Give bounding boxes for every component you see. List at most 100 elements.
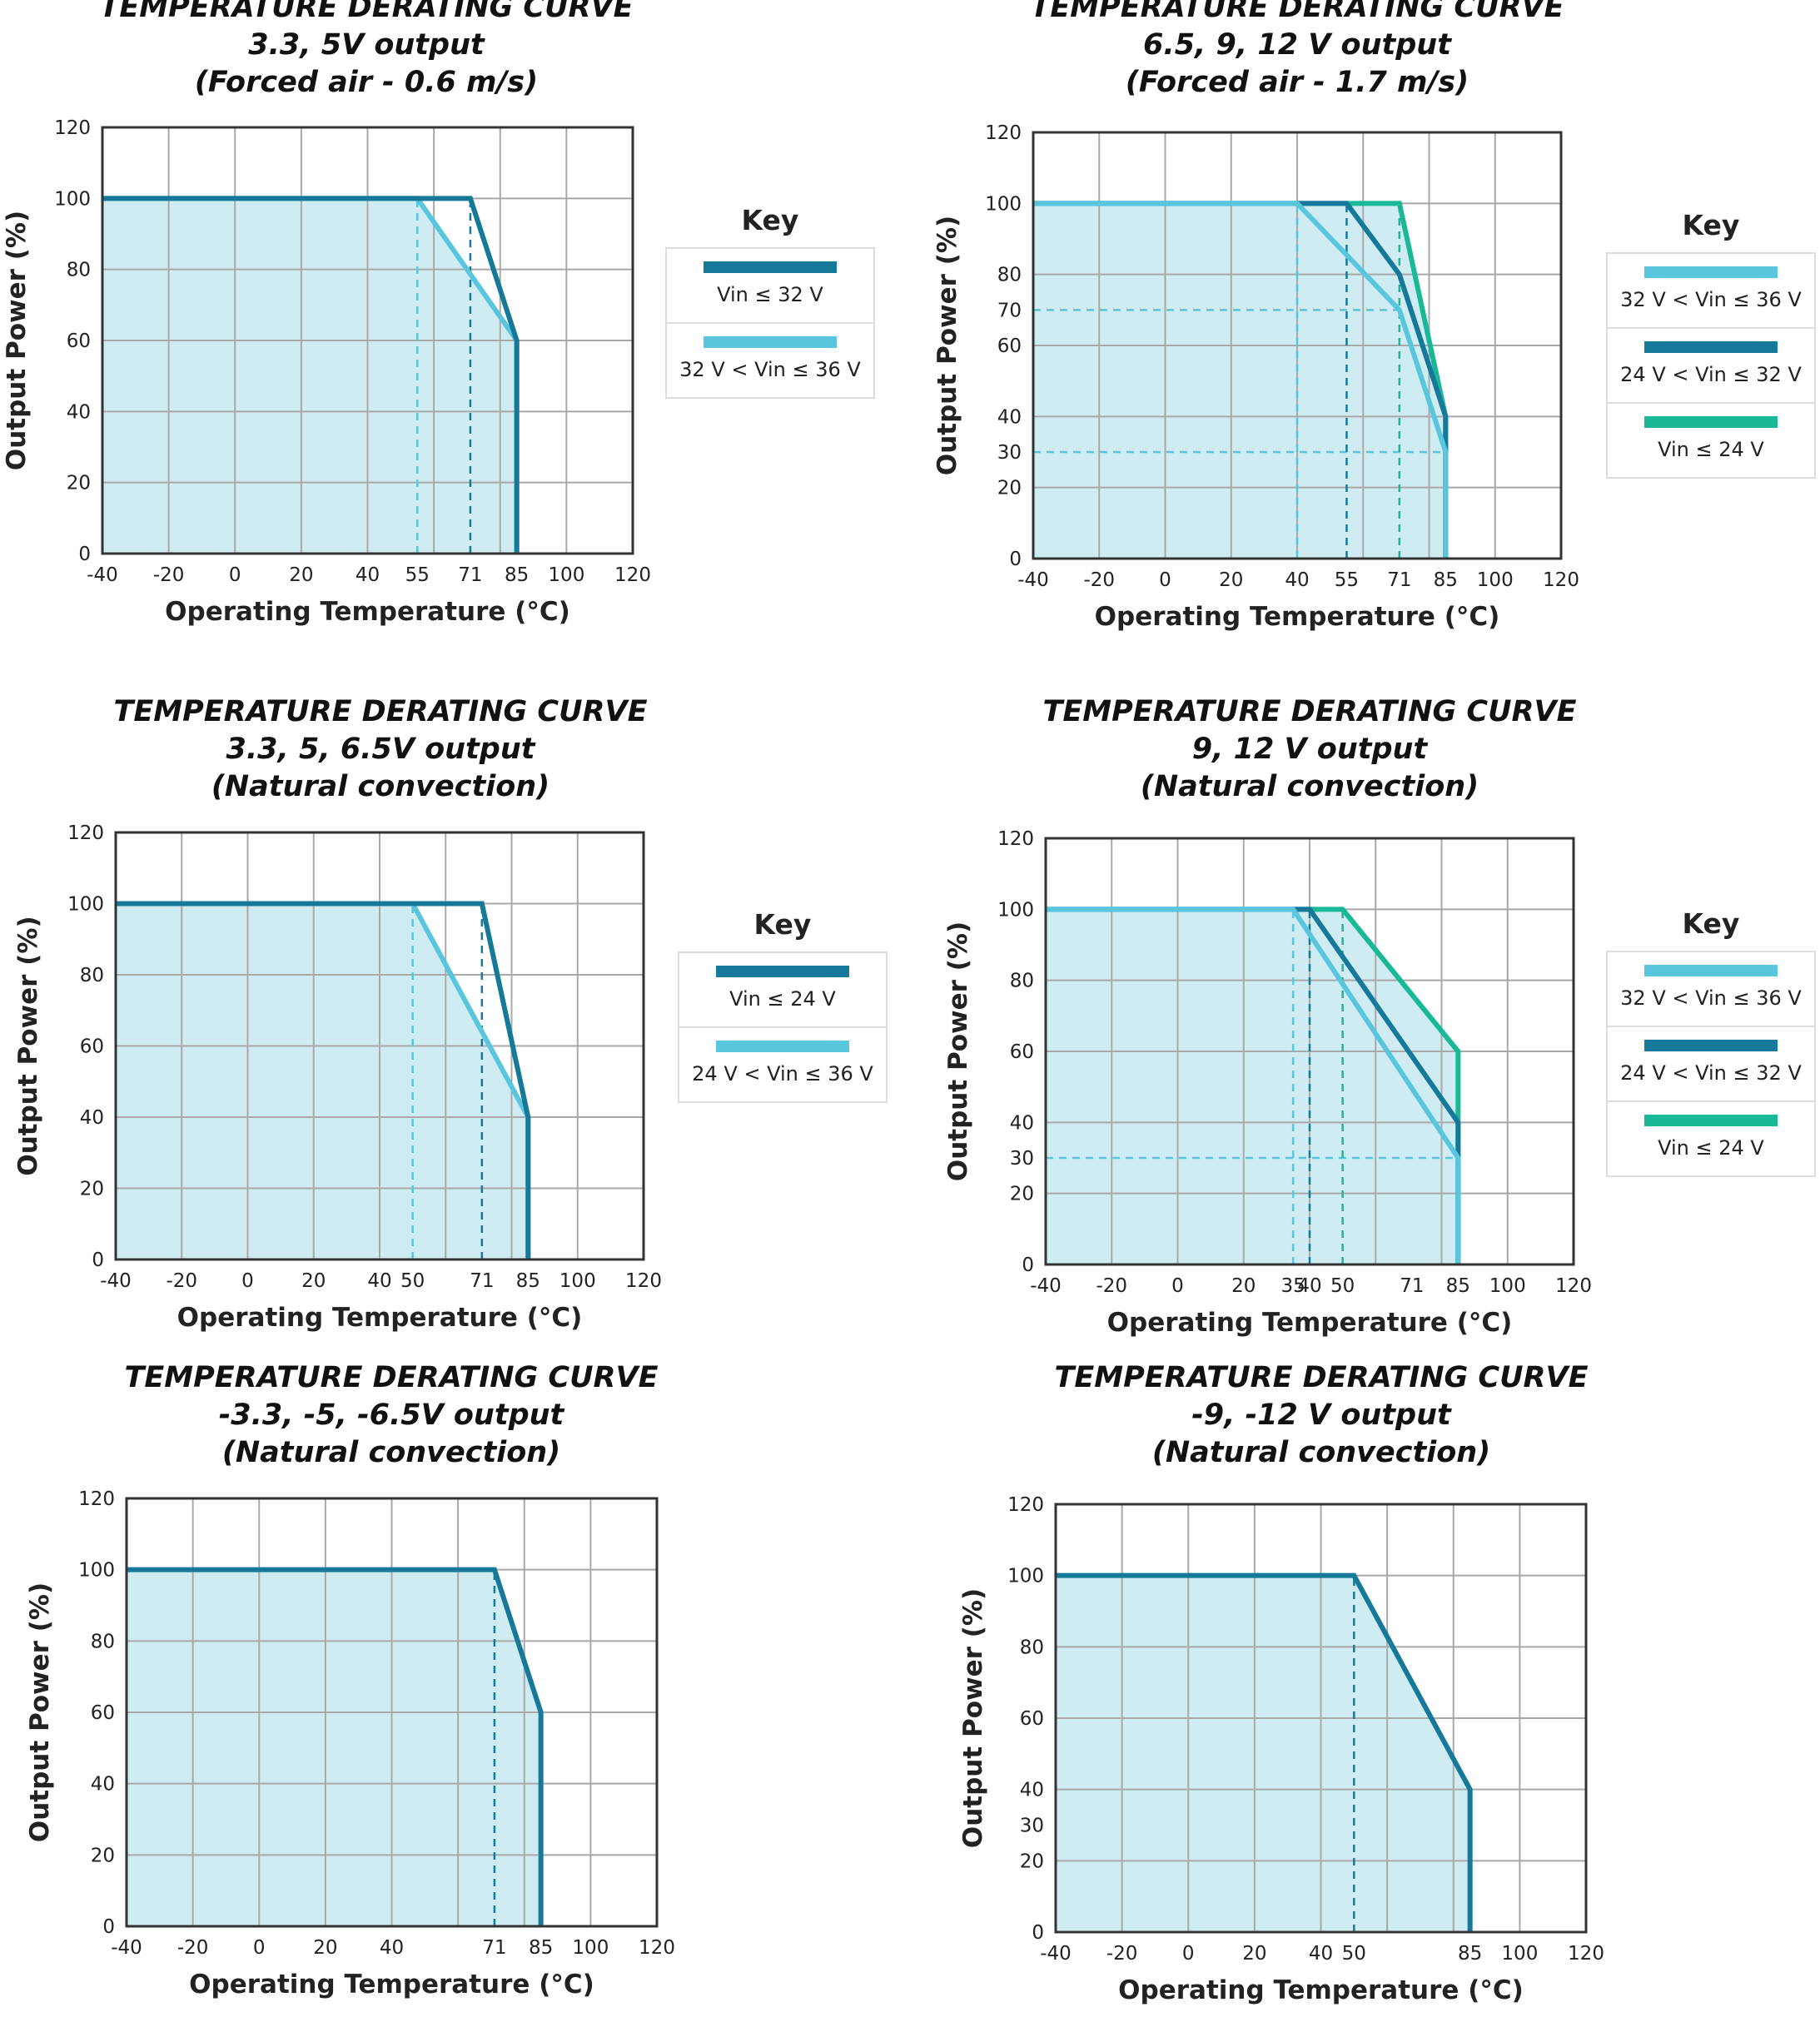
legend: Key 32 V < Vin ≤ 36 V 24 V < Vin ≤ 32 V Vin… bbox=[1606, 907, 1816, 1177]
x-tick-label: 100 bbox=[559, 1270, 596, 1292]
legend-label: Vin ≤ 24 V bbox=[1658, 438, 1764, 461]
chart-title-line: (Forced air - 1.7 m/s) bbox=[1126, 66, 1469, 99]
y-tick-label: 30 bbox=[1010, 1148, 1034, 1170]
y-tick-label: 80 bbox=[997, 265, 1022, 286]
y-tick-label: 60 bbox=[91, 1702, 115, 1724]
y-tick-label: 0 bbox=[78, 544, 91, 565]
x-tick-label: -40 bbox=[1030, 1275, 1062, 1297]
x-tick-label: 100 bbox=[1501, 1943, 1538, 1965]
x-tick-label: -20 bbox=[1106, 1943, 1138, 1965]
y-tick-label: 30 bbox=[997, 442, 1022, 464]
x-tick-label: -40 bbox=[87, 564, 118, 586]
legend-swatch bbox=[716, 1041, 849, 1052]
x-tick-label: 120 bbox=[1543, 569, 1579, 591]
chart-title-line: (Natural convection) bbox=[211, 770, 549, 803]
area-fill bbox=[127, 1569, 541, 1926]
y-tick-label: 100 bbox=[54, 188, 91, 210]
x-tick-label: 40 bbox=[356, 564, 380, 586]
legend-title: Key bbox=[742, 204, 799, 236]
y-tick-label: 40 bbox=[80, 1107, 104, 1129]
legend-box bbox=[1606, 951, 1816, 1177]
chart-title-line: TEMPERATURE DERATING CURVE bbox=[1042, 695, 1576, 728]
x-tick-label: 100 bbox=[1489, 1275, 1526, 1297]
y-tick-label: 40 bbox=[1020, 1780, 1044, 1801]
x-axis-label: Operating Temperature (°C) bbox=[189, 1970, 594, 2000]
x-tick-label: 0 bbox=[229, 564, 241, 586]
legend-label: 32 V < Vin ≤ 36 V bbox=[1620, 986, 1802, 1010]
y-tick-label: 100 bbox=[67, 894, 104, 916]
legend-title: Key bbox=[1683, 209, 1740, 241]
y-tick-label: 100 bbox=[1007, 1566, 1044, 1587]
x-tick-label: 0 bbox=[253, 1937, 266, 1959]
y-tick-label: 0 bbox=[1009, 549, 1022, 570]
chart-title-line: TEMPERATURE DERATING CURVE bbox=[1054, 1361, 1588, 1394]
plot-frame bbox=[1032, 131, 1563, 560]
x-tick-label: 20 bbox=[301, 1270, 326, 1292]
legend-title: Key bbox=[754, 908, 812, 941]
y-tick-label: 120 bbox=[1007, 1494, 1044, 1516]
y-tick-label: 120 bbox=[985, 122, 1022, 144]
y-axis-label: Output Power (%) bbox=[13, 916, 43, 1175]
plot-frame bbox=[125, 1497, 659, 1928]
x-tick-label: -40 bbox=[111, 1937, 142, 1959]
x-tick-label: 40 bbox=[367, 1270, 391, 1292]
x-tick-label: 120 bbox=[1568, 1943, 1604, 1965]
y-tick-label: 20 bbox=[67, 473, 91, 494]
y-tick-label: 80 bbox=[1020, 1637, 1044, 1658]
chart-title-line: (Natural convection) bbox=[1152, 1436, 1490, 1469]
x-tick-label: 55 bbox=[1335, 569, 1359, 591]
legend-label: 32 V < Vin ≤ 36 V bbox=[679, 358, 861, 381]
y-tick-label: 100 bbox=[985, 193, 1022, 215]
y-tick-label: 40 bbox=[67, 401, 91, 423]
x-tick-label: -20 bbox=[1096, 1275, 1127, 1297]
x-tick-label: 20 bbox=[1231, 1275, 1256, 1297]
legend-label: 24 V < Vin ≤ 32 V bbox=[1620, 1061, 1802, 1085]
x-tick-label: 120 bbox=[614, 564, 651, 586]
x-tick-label: -40 bbox=[1040, 1943, 1072, 1965]
plot-frame bbox=[1054, 1503, 1588, 1934]
legend-label: Vin ≤ 32 V bbox=[717, 283, 823, 306]
y-tick-label: 100 bbox=[997, 899, 1034, 921]
chart-title-line: (Natural convection) bbox=[1141, 770, 1479, 803]
chart-title-line: 3.3, 5V output bbox=[248, 28, 485, 62]
y-tick-label: 40 bbox=[1010, 1112, 1034, 1134]
chart-title-line: -9, -12 V output bbox=[1191, 1398, 1452, 1432]
x-tick-label: 40 bbox=[1297, 1275, 1321, 1297]
x-tick-label: 100 bbox=[572, 1937, 609, 1959]
y-tick-label: 120 bbox=[78, 1488, 115, 1510]
series-line bbox=[127, 1567, 544, 1926]
y-tick-label: 20 bbox=[1020, 1851, 1044, 1872]
chart-5: TEMPERATURE DERATING CURVE -3.3, -5, -6.5… bbox=[25, 1361, 675, 2000]
y-axis-label: Output Power (%) bbox=[25, 1582, 55, 1842]
legend-swatch bbox=[704, 336, 837, 348]
y-tick-label: 0 bbox=[102, 1916, 115, 1938]
legend: Key Vin ≤ 32 V 32 V < Vin ≤ 36 V bbox=[665, 204, 875, 399]
plot-frame bbox=[101, 126, 634, 555]
x-tick-label: 85 bbox=[529, 1937, 553, 1959]
y-tick-label: 80 bbox=[80, 965, 104, 986]
x-tick-label: -20 bbox=[166, 1270, 197, 1292]
legend: Key Vin ≤ 24 V 24 V < Vin ≤ 36 V bbox=[678, 908, 888, 1103]
chart-4: TEMPERATURE DERATING CURVE 9, 12 V output… bbox=[943, 695, 1816, 1338]
chart-2: TEMPERATURE DERATING CURVE 6.5, 9, 12 V o… bbox=[932, 0, 1816, 632]
legend-swatch bbox=[1644, 965, 1778, 976]
chart-title-line: TEMPERATURE DERATING CURVE bbox=[99, 0, 633, 24]
x-tick-label: 71 bbox=[470, 1270, 494, 1292]
x-tick-label: 85 bbox=[505, 564, 529, 586]
chart-3: TEMPERATURE DERATING CURVE 3.3, 5, 6.5V o… bbox=[13, 695, 888, 1333]
chart-title-line: (Forced air - 0.6 m/s) bbox=[195, 66, 538, 99]
legend-swatch bbox=[1644, 416, 1778, 428]
chart-title-line: 6.5, 9, 12 V output bbox=[1143, 28, 1452, 62]
x-tick-label: 0 bbox=[241, 1270, 254, 1292]
area-fill bbox=[1056, 1575, 1470, 1932]
x-tick-label: 100 bbox=[1477, 569, 1514, 591]
y-tick-label: 60 bbox=[1010, 1041, 1034, 1063]
legend-label: 32 V < Vin ≤ 36 V bbox=[1620, 288, 1802, 311]
x-tick-label: 85 bbox=[1434, 569, 1458, 591]
x-axis-label: Operating Temperature (°C) bbox=[177, 1303, 583, 1333]
y-tick-label: 20 bbox=[91, 1845, 115, 1866]
legend-label: Vin ≤ 24 V bbox=[1658, 1136, 1764, 1160]
legend-swatch bbox=[716, 966, 849, 977]
x-tick-label: 50 bbox=[400, 1270, 425, 1292]
